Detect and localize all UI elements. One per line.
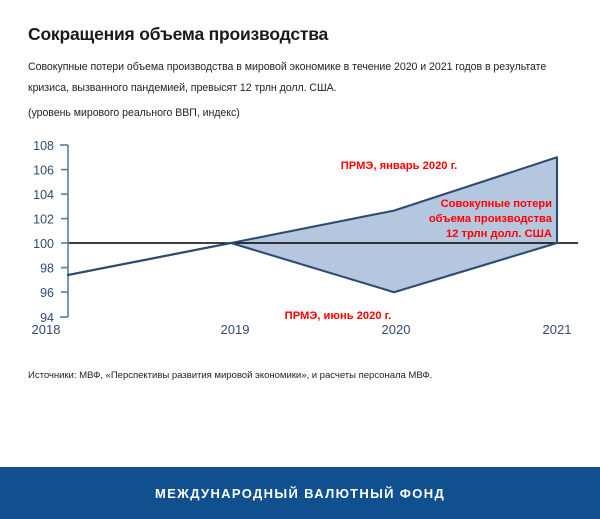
- y-tick-98: 98: [40, 262, 54, 276]
- x-tick-2018: 2018: [32, 322, 61, 337]
- annotation-cumulative-losses: Совокупные потери объема производства 12…: [429, 198, 553, 240]
- chart-source-note: Источники: МВФ, «Перспективы развития ми…: [28, 370, 433, 382]
- series-weo-june-2020: [66, 242, 559, 294]
- y-tick-100: 100: [33, 237, 54, 251]
- annotation-losses-line2: объема производства: [429, 213, 553, 225]
- output-loss-area: [231, 157, 557, 293]
- imf-footer-bar: МЕЖДУНАРОДНЫЙ ВАЛЮТНЫЙ ФОНД: [0, 467, 600, 519]
- y-axis-tick-labels: 108 106 104 102 100 98 96 94: [33, 139, 54, 325]
- annotation-weo-january: ПРМЭ, январь 2020 г.: [341, 160, 458, 172]
- y-axis-ticks: [60, 144, 68, 319]
- footer-divider: [0, 464, 600, 467]
- imf-footer-label: МЕЖДУНАРОДНЫЙ ВАЛЮТНЫЙ ФОНД: [154, 485, 446, 501]
- y-tick-96: 96: [40, 287, 54, 301]
- annotation-weo-june: ПРМЭ, июнь 2020 г.: [285, 310, 392, 322]
- x-axis-tick-labels: 2018 2019 2020 2021: [32, 322, 572, 337]
- y-tick-102: 102: [33, 213, 54, 227]
- y-tick-104: 104: [33, 189, 54, 203]
- line-chart-svg: 108 106 104 102 100 98 96 94 2018 2019 2…: [32, 139, 578, 337]
- chart-plot-area: 108 106 104 102 100 98 96 94 2018 2019 2…: [0, 135, 600, 340]
- layout-spacer: [0, 381, 600, 464]
- annotation-losses-line1: Совокупные потери: [441, 198, 553, 210]
- annotation-losses-line3: 12 трлн долл. США: [446, 228, 552, 240]
- y-tick-94: 94: [40, 311, 54, 325]
- page-title: Сокращения объема производства: [28, 24, 329, 44]
- x-tick-2021: 2021: [543, 322, 572, 337]
- chart-header: Сокращения объема производства Совокупны…: [0, 0, 600, 119]
- chart-subtitle: Совокупные потери объема производства в …: [28, 61, 547, 94]
- y-tick-108: 108: [33, 139, 54, 153]
- x-tick-2020: 2020: [382, 322, 411, 337]
- y-tick-106: 106: [33, 164, 54, 178]
- x-tick-2019: 2019: [221, 322, 250, 337]
- chart-units-label: (уровень мирового реального ВВП, индекс): [28, 107, 240, 120]
